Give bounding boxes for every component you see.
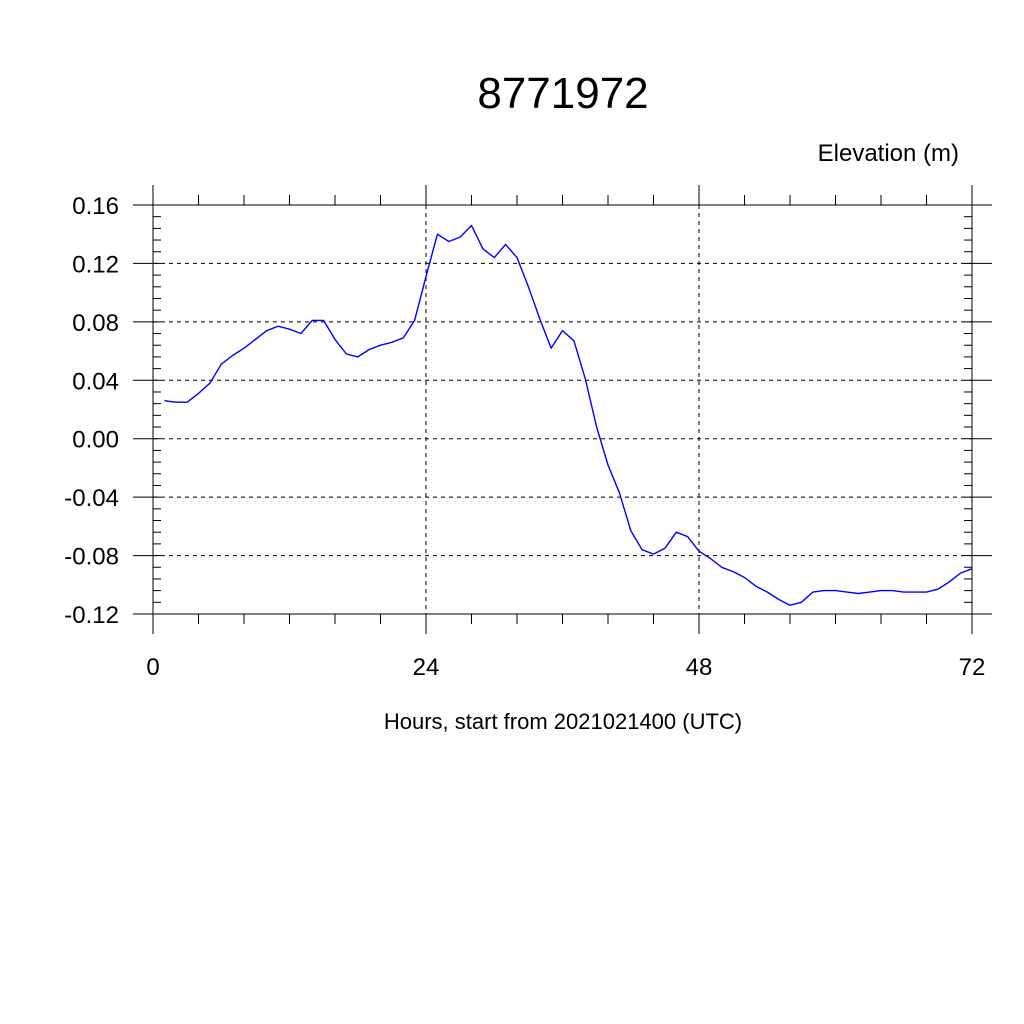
y-axis-label: Elevation (m) <box>818 140 959 167</box>
series-layer <box>164 224 973 606</box>
ticks <box>133 185 992 634</box>
y-tick-label-6: 0.12 <box>72 251 119 278</box>
y-tick-label-5: 0.08 <box>72 310 119 337</box>
x-tick-label-3: 72 <box>959 654 986 681</box>
tick-labels: -0.12 -0.08 -0.04 0.00 0.04 0.08 0.12 0.16 0 24 48… <box>64 193 985 681</box>
y-tick-label-3: 0.00 <box>72 427 119 454</box>
y-tick-label-0: -0.12 <box>64 602 119 629</box>
y-tick-label-1: -0.08 <box>64 544 119 571</box>
y-tick-label-7: 0.16 <box>72 193 119 220</box>
chart-title: 8771972 <box>477 69 648 118</box>
x-axis-label: Hours, start from 2021021400 (UTC) <box>384 709 742 734</box>
x-tick-label-2: 48 <box>686 654 713 681</box>
x-tick-label-1: 24 <box>413 654 440 681</box>
x-tick-label-0: 0 <box>146 654 159 681</box>
y-tick-label-2: -0.04 <box>64 485 119 512</box>
series-line-0 <box>164 224 973 606</box>
y-tick-label-4: 0.04 <box>72 368 119 395</box>
